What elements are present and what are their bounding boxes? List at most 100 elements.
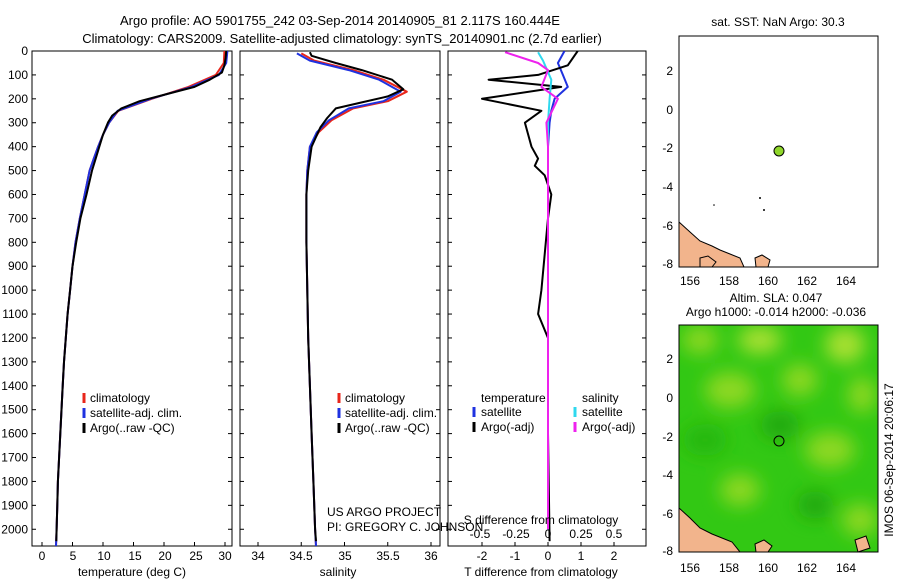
- salinity-axis-label: salinity: [320, 565, 357, 579]
- depth-tick-label: 1000: [1, 283, 28, 297]
- depth-axis: 0 100 200 300 400 500 600 700 800 900 1000 1100 1200…: [1, 44, 28, 536]
- t-diff-tick-label: -1: [510, 549, 521, 563]
- sla-map-title: Altim. SLA: 0.047: [730, 291, 823, 305]
- legend-label: Argo(..raw -QC): [90, 421, 175, 435]
- t-diff-tick-label: 0: [545, 549, 552, 563]
- legend-title-salinity: salinity: [582, 391, 619, 405]
- lat-tick-label: -6: [662, 219, 673, 233]
- salinity-difference-label: S difference from climatology: [464, 513, 619, 527]
- lat-tick-label: 2: [666, 64, 673, 78]
- lon-tick-label: 158: [719, 274, 739, 288]
- temp-tick-label: 0: [39, 549, 46, 563]
- temp-tick-label: 25: [189, 549, 203, 563]
- sal-tick-label: 34: [251, 549, 265, 563]
- sal-tick-label: 35.5: [376, 549, 400, 563]
- legend-label: climatology: [345, 391, 405, 405]
- depth-tick-label: 1600: [1, 427, 28, 441]
- temp-tick-label: 30: [218, 549, 232, 563]
- lon-tick-label: 164: [836, 274, 856, 288]
- panel-2-series: [481, 51, 579, 542]
- salinity-panel-frame: [239, 50, 441, 547]
- series-line-temperature-satellite: [547, 51, 569, 530]
- argo-float-marker: [773, 435, 785, 447]
- temperature-axis-label: temperature (deg C): [78, 565, 186, 579]
- legend-label: Argo(-adj): [582, 420, 635, 434]
- s-diff-tick-label: 0.25: [569, 527, 593, 541]
- lon-tick-label: 160: [758, 274, 778, 288]
- project-credit: US ARGO PROJECT: [327, 505, 442, 519]
- t-diff-tick-label: 1: [578, 549, 585, 563]
- island: [754, 254, 771, 268]
- islet: [759, 197, 761, 199]
- depth-tick-label: 1900: [1, 498, 28, 512]
- legend-label: satellite: [481, 405, 522, 419]
- depth-tick-label: 2000: [1, 522, 28, 536]
- figure-title-line1: Argo profile: AO 5901755_242 03-Sep-2014…: [120, 13, 560, 28]
- lon-tick-label: 158: [719, 561, 739, 575]
- t-diff-tick-label: -2: [477, 549, 488, 563]
- sla-map-yticks: 2 0 -2 -4 -6 -8: [662, 352, 673, 558]
- sal-tick-label: 36: [424, 549, 438, 563]
- temperature-x-ticks: 0 5 10 15 20 25 30: [39, 549, 232, 563]
- depth-tick-label: 500: [8, 164, 28, 178]
- s-diff-tick-label: -0.25: [502, 527, 530, 541]
- temperature-panel-frame: [31, 50, 233, 547]
- lat-tick-label: 2: [666, 352, 673, 366]
- sst-map-land: [678, 197, 771, 268]
- depth-tick-label: 800: [8, 235, 28, 249]
- island: [754, 539, 773, 552]
- legend-label: climatology: [90, 391, 150, 405]
- depth-tick-label: 200: [8, 92, 28, 106]
- salinity-legend: climatology satellite-adj. clim. Argo(..…: [337, 391, 437, 435]
- land-mass: [679, 507, 741, 552]
- islet: [713, 204, 715, 206]
- depth-tick-label: 1300: [1, 355, 28, 369]
- legend-label: satellite: [582, 405, 623, 419]
- sla-map-subtitle: Argo h1000: -0.014 h2000: -0.036: [686, 305, 866, 319]
- legend-title-temperature: temperature: [481, 391, 546, 405]
- lat-tick-label: -2: [662, 430, 673, 444]
- temperature-difference-label: T difference from climatology: [464, 565, 618, 579]
- depth-tick-label: 400: [8, 140, 28, 154]
- lat-tick-label: -4: [662, 468, 673, 482]
- sst-map-yticks: 2 0 -2 -4 -6 -8: [662, 64, 673, 271]
- depth-tick-label: 100: [8, 68, 28, 82]
- lat-tick-label: -6: [662, 507, 673, 521]
- salinity-x-ticks: 34 34.5 35 35.5 36: [251, 549, 438, 563]
- sla-map-frame: [678, 324, 879, 553]
- island: [699, 255, 717, 268]
- depth-tick-label: 700: [8, 211, 28, 225]
- difference-legend: temperature salinity satellite Argo(-adj…: [472, 391, 635, 434]
- sla-anomaly-patches: [682, 326, 878, 536]
- lon-tick-label: 160: [758, 561, 778, 575]
- series-line-argo-raw-qc: [305, 51, 405, 542]
- argo-float-marker: [773, 145, 785, 157]
- lat-tick-label: -8: [662, 257, 673, 271]
- lat-tick-label: -2: [662, 141, 673, 155]
- panel-1-series: [296, 51, 408, 546]
- depth-tick-label: 1100: [2, 307, 28, 321]
- panel-ticks: [32, 50, 646, 546]
- s-difference-ticks: -0.5 -0.25 0 0.25 0.5: [470, 527, 623, 541]
- lon-tick-label: 162: [797, 561, 817, 575]
- sst-map-title: sat. SST: NaN Argo: 30.3: [711, 15, 845, 29]
- series-line-satellite-adj-clim: [55, 51, 229, 546]
- depth-tick-label: 900: [8, 259, 28, 273]
- figure-title-line2: Climatology: CARS2009. Satellite-adjuste…: [82, 31, 602, 46]
- depth-tick-label: 1500: [1, 403, 28, 417]
- depth-tick-label: 1700: [1, 451, 28, 465]
- imos-timestamp-label: IMOS 06-Sep-2014 20:06:17: [882, 383, 896, 537]
- depth-tick-label: 0: [21, 44, 28, 58]
- legend-label: satellite-adj. clim.: [90, 406, 182, 420]
- sal-tick-label: 35: [338, 549, 352, 563]
- sla-map-xticks: 156 158 160 162 164: [680, 561, 856, 575]
- lon-tick-label: 156: [680, 561, 700, 575]
- s-diff-tick-label: 0: [545, 527, 552, 541]
- depth-tick-label: 1400: [1, 379, 28, 393]
- temp-tick-label: 10: [97, 549, 111, 563]
- depth-tick-label: 1200: [1, 331, 28, 345]
- temp-tick-label: 15: [128, 549, 142, 563]
- series-line-climatology: [300, 52, 408, 546]
- series-line-climatology: [55, 51, 226, 546]
